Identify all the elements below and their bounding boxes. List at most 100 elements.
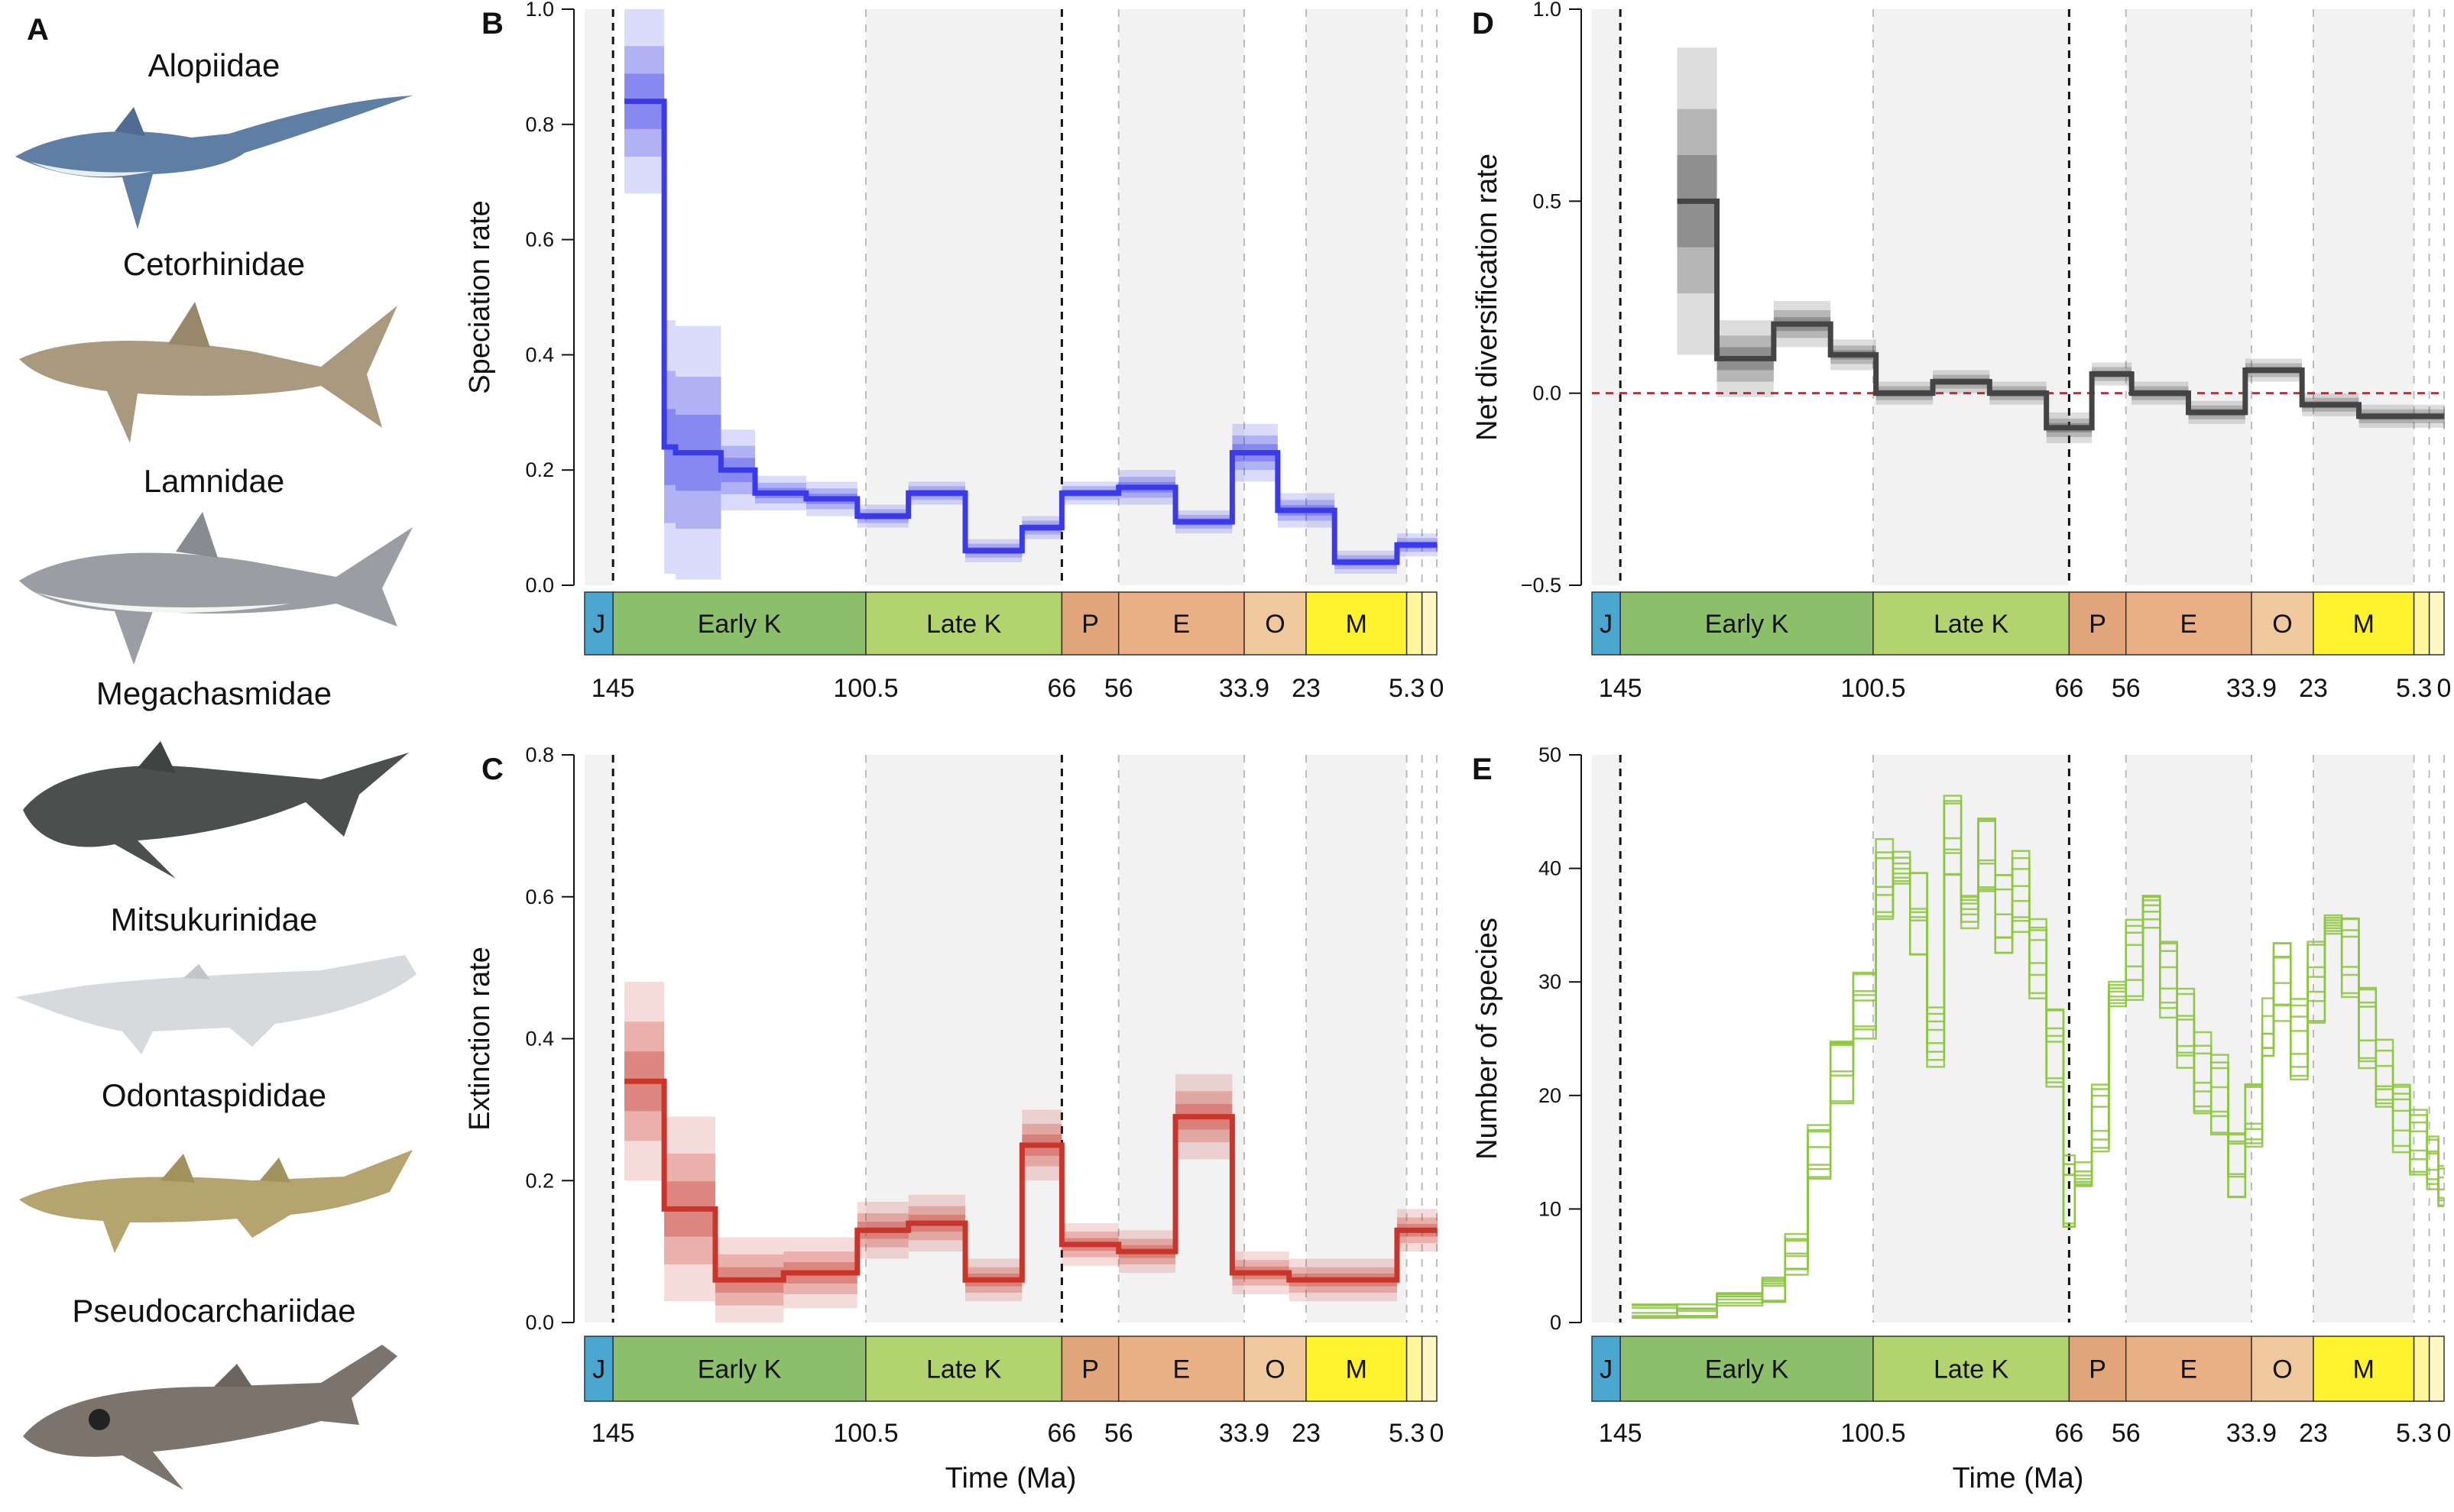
y-tick-label: 0: [1550, 1311, 1561, 1334]
panel-letter-b: B: [481, 7, 504, 40]
x-tick-label: 66: [1047, 1419, 1076, 1448]
uncertainty-band: [2444, 413, 2445, 420]
timescale-period: [584, 1336, 614, 1402]
uncertainty-band: [1437, 541, 1438, 549]
species-trajectory: [1632, 817, 2444, 1319]
x-tick-label: 5.3: [1389, 1419, 1425, 1448]
timescale-period-label: O: [2272, 1355, 2292, 1384]
y-tick-label: 1.0: [1532, 0, 1561, 21]
x-tick-label: 23: [2299, 1419, 2328, 1448]
family-label-mitsukurinidae: Mitsukurinidae: [111, 902, 318, 937]
x-tick-label: 33.9: [1219, 674, 1269, 703]
x-tick-label: 66: [2054, 674, 2083, 703]
species-trajectory: [1632, 848, 2444, 1319]
panel-a-svg: A Alopiidae Cetorhinidae Lamnidae Megach…: [15, 13, 417, 1490]
timescale-period-label: M: [2353, 610, 2375, 639]
uncertainty-band: [1437, 1209, 1438, 1252]
x-tick-label: 100.5: [833, 674, 898, 703]
timescale-period-label: J: [1600, 1355, 1613, 1384]
timescale-period-label: M: [1346, 610, 1367, 639]
y-tick-label: 0.4: [525, 1028, 554, 1051]
shaded-interval: [1306, 9, 1407, 585]
timescale-period: [2068, 1336, 2127, 1402]
timescale-period: [1405, 1336, 1423, 1402]
timescale-period: [1872, 591, 2070, 656]
uncertainty-band: [1437, 1223, 1438, 1237]
x-tick-label: 145: [592, 674, 635, 703]
timescale-period: [584, 591, 614, 656]
timescale-period: [1591, 591, 1621, 656]
y-tick-label: 0.8: [525, 113, 554, 136]
x-tick-label: 56: [2112, 1419, 2141, 1448]
timescale-period: [865, 591, 1063, 656]
x-tick-label: 100.5: [1840, 1419, 1905, 1448]
panel-a-letter: A: [27, 13, 49, 47]
shaded-interval: [1872, 9, 2070, 585]
x-tick-label: 23: [1292, 674, 1321, 703]
x-tick-label: 0: [1430, 1419, 1444, 1448]
family-label-odontaspididae: Odontaspididae: [102, 1077, 326, 1113]
y-tick-label: 1.0: [525, 0, 554, 21]
shaded-interval: [1306, 755, 1407, 1323]
y-tick-label: 0.0: [525, 1311, 554, 1334]
timescale-period: [2428, 591, 2445, 656]
x-tick-label: 5.3: [1389, 674, 1425, 703]
timescale-period: [1117, 1336, 1245, 1402]
timescale-period-label: O: [1265, 1355, 1285, 1384]
timescale-period: [2428, 1336, 2445, 1402]
shaded-interval: [1118, 755, 1245, 1323]
y-tick-label: 0.6: [525, 886, 554, 908]
x-tick-label: 33.9: [1219, 1419, 1269, 1448]
x-tick-label: 0: [2437, 674, 2452, 703]
x-tick-label: 145: [592, 1419, 635, 1448]
x-tick-label: 0: [2437, 1419, 2452, 1448]
y-tick-label: 0.0: [525, 574, 554, 597]
y-tick-label: 10: [1538, 1197, 1561, 1220]
shaded-interval: [1872, 755, 2070, 1323]
timescale-period: [2125, 1336, 2252, 1402]
x-tick-label: 56: [1104, 1419, 1133, 1448]
panel-letter-e: E: [1472, 753, 1493, 786]
timescale-period: [2125, 591, 2252, 656]
timescale-period: [612, 1336, 867, 1402]
shaded-interval: [2313, 9, 2414, 585]
shark-illustration-cetorhinidae: [19, 302, 397, 443]
timescale-period-label: P: [1081, 1355, 1099, 1384]
uncertainty-band: [1437, 1217, 1438, 1243]
timescale-period-label: Late K: [926, 1355, 1002, 1384]
shark-illustration-alopiidae: [15, 96, 413, 229]
timescale-period-label: J: [1600, 610, 1613, 639]
species-trajectory: [1632, 852, 2444, 1317]
panel-letter-d: D: [1472, 7, 1494, 40]
timescale-period-label: E: [1173, 1355, 1191, 1384]
shaded-interval-jurassic: [585, 755, 614, 1323]
x-tick-label: 56: [1104, 674, 1133, 703]
x-tick-label: 100.5: [833, 1419, 898, 1448]
shaded-interval-jurassic: [585, 9, 614, 585]
y-tick-label: −0.5: [1521, 574, 1561, 597]
y-tick-label: 40: [1538, 857, 1561, 880]
rate-line: [624, 1078, 1437, 1283]
timescale-period-label: O: [1265, 610, 1285, 639]
timescale-period-label: M: [2353, 1355, 2375, 1384]
x-tick-label: 66: [2054, 1419, 2083, 1448]
x-tick-label: 5.3: [2396, 674, 2432, 703]
timescale-period-label: M: [1346, 1355, 1367, 1384]
x-tick-label: 23: [1292, 1419, 1321, 1448]
timescale-period-label: Early K: [1705, 610, 1789, 639]
timescale-period: [1421, 1336, 1438, 1402]
family-label-alopiidae: Alopiidae: [148, 47, 280, 83]
panel-a: A Alopiidae Cetorhinidae Lamnidae Megach…: [0, 0, 459, 1508]
panel-b: B 0.0 0.2 0.4 0.6 0.8 1.0 Speciation rate J Early…: [464, 0, 1444, 703]
timescale-period-label: Late K: [1934, 1355, 2009, 1384]
y-tick-label: 0.8: [525, 743, 554, 766]
x-tick-label: 66: [1047, 674, 1076, 703]
panel-e: E 0 10 20 30 40 50 Number of species J Early K Lat…: [1471, 743, 2451, 1494]
timescale-period-label: O: [2272, 610, 2292, 639]
timescale-period: [1591, 1336, 1621, 1402]
x-tick-label: 33.9: [2226, 1419, 2277, 1448]
panel-c: C 0.0 0.2 0.4 0.6 0.8 Extinction rate J Early K L…: [464, 743, 1444, 1494]
timescale-period: [1421, 591, 1438, 656]
timescale-period: [2413, 591, 2430, 656]
shaded-interval-jurassic: [1592, 755, 1621, 1323]
